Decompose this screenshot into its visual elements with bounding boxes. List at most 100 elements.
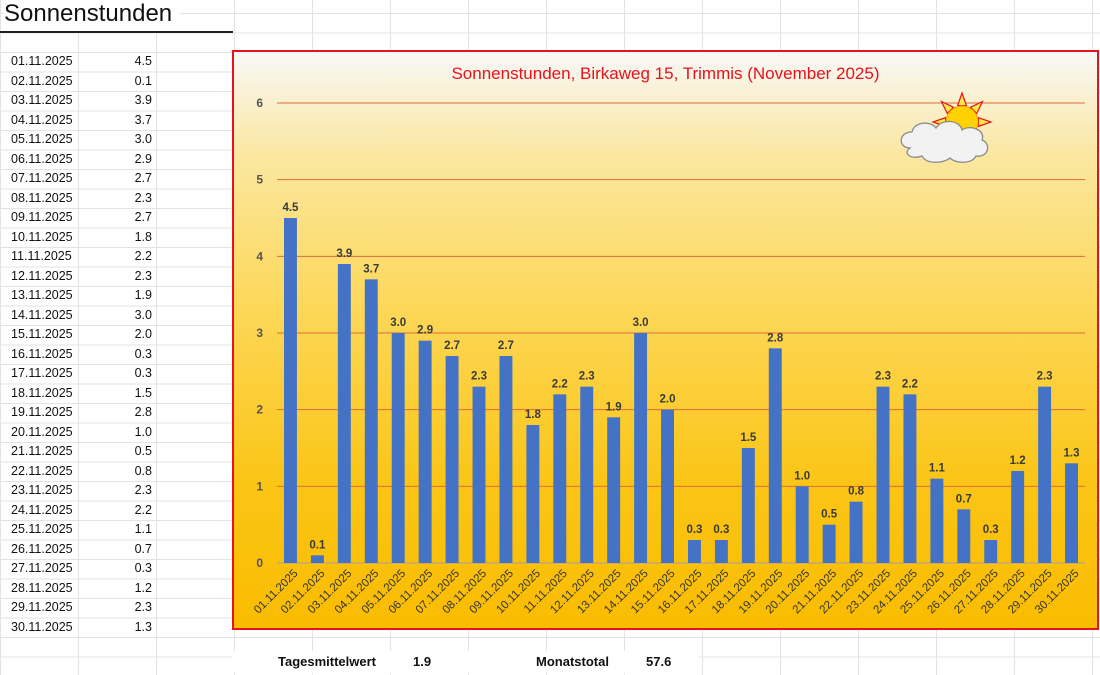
table-row[interactable]: 14.11.2025 3.0 xyxy=(0,306,156,326)
bar xyxy=(580,386,594,563)
table-row[interactable]: 28.11.2025 1.2 xyxy=(0,579,156,599)
data-label: 0.7 xyxy=(956,493,972,505)
table-row[interactable]: 08.11.2025 2.3 xyxy=(0,189,156,209)
table-row[interactable]: 19.11.2025 2.8 xyxy=(0,403,156,423)
table-row[interactable]: 15.11.2025 2.0 xyxy=(0,325,156,345)
date-cell[interactable]: 08.11.2025 xyxy=(11,190,73,205)
table-row[interactable]: 05.11.2025 3.0 xyxy=(0,130,156,150)
table-row[interactable]: 27.11.2025 0.3 xyxy=(0,559,156,579)
date-cell[interactable]: 26.11.2025 xyxy=(11,541,73,556)
date-cell[interactable]: 04.11.2025 xyxy=(11,112,73,127)
y-tick-label: 4 xyxy=(256,249,263,263)
date-cell[interactable]: 01.11.2025 xyxy=(11,54,73,68)
value-cell[interactable]: 0.7 xyxy=(134,541,152,556)
table-row[interactable]: 30.11.2025 1.3 xyxy=(0,618,156,638)
value-cell[interactable]: 0.3 xyxy=(134,366,152,380)
cloud xyxy=(900,120,989,163)
date-cell[interactable]: 29.11.2025 xyxy=(11,600,73,614)
value-cell[interactable]: 0.8 xyxy=(134,463,152,478)
date-cell[interactable]: 06.11.2025 xyxy=(11,151,73,166)
date-cell[interactable]: 15.11.2025 xyxy=(11,327,73,341)
bar xyxy=(499,356,513,563)
value-cell[interactable]: 3.7 xyxy=(134,112,152,127)
value-cell[interactable]: 2.3 xyxy=(134,190,152,205)
value-cell[interactable]: 2.3 xyxy=(134,600,152,614)
data-label: 0.3 xyxy=(983,524,999,536)
date-cell[interactable]: 23.11.2025 xyxy=(11,483,73,497)
value-cell[interactable]: 4.5 xyxy=(134,54,152,68)
date-cell[interactable]: 27.11.2025 xyxy=(11,561,73,575)
value-cell[interactable]: 1.9 xyxy=(134,288,152,302)
value-cell[interactable]: 3.0 xyxy=(134,132,152,146)
value-cell[interactable]: 2.9 xyxy=(134,151,152,166)
table-row[interactable]: 25.11.2025 1.1 xyxy=(0,520,156,540)
table-row[interactable]: 02.11.2025 0.1 xyxy=(0,72,156,92)
value-cell[interactable]: 1.3 xyxy=(134,619,152,634)
table-row[interactable]: 12.11.2025 2.3 xyxy=(0,267,156,287)
date-cell[interactable]: 09.11.2025 xyxy=(11,210,73,224)
table-row[interactable]: 10.11.2025 1.8 xyxy=(0,228,156,248)
table-row[interactable]: 04.11.2025 3.7 xyxy=(0,111,156,131)
data-label: 2.2 xyxy=(552,378,568,390)
date-cell[interactable]: 25.11.2025 xyxy=(11,522,73,536)
value-cell[interactable]: 2.8 xyxy=(134,405,152,419)
value-cell[interactable]: 0.5 xyxy=(134,444,152,458)
table-row[interactable]: 21.11.2025 0.5 xyxy=(0,442,156,462)
value-cell[interactable]: 2.7 xyxy=(134,210,152,224)
table-row[interactable]: 11.11.2025 2.2 xyxy=(0,247,156,267)
value-cell[interactable]: 2.7 xyxy=(134,171,152,185)
value-cell[interactable]: 3.9 xyxy=(134,93,152,107)
date-cell[interactable]: 24.11.2025 xyxy=(11,502,73,517)
value-cell[interactable]: 1.8 xyxy=(134,229,152,244)
date-cell[interactable]: 13.11.2025 xyxy=(11,288,73,302)
table-row[interactable]: 26.11.2025 0.7 xyxy=(0,540,156,560)
date-cell[interactable]: 03.11.2025 xyxy=(11,93,73,107)
value-cell[interactable]: 0.1 xyxy=(134,73,152,88)
date-cell[interactable]: 22.11.2025 xyxy=(11,463,73,478)
table-row[interactable]: 09.11.2025 2.7 xyxy=(0,208,156,228)
table-row[interactable]: 18.11.2025 1.5 xyxy=(0,384,156,404)
date-cell[interactable]: 19.11.2025 xyxy=(11,405,73,419)
table-row[interactable]: 20.11.2025 1.0 xyxy=(0,423,156,443)
value-cell[interactable]: 0.3 xyxy=(134,561,152,575)
date-cell[interactable]: 07.11.2025 xyxy=(11,171,73,185)
date-cell[interactable]: 10.11.2025 xyxy=(11,229,73,244)
date-cell[interactable]: 21.11.2025 xyxy=(11,444,73,458)
value-cell[interactable]: 2.2 xyxy=(134,502,152,517)
date-cell[interactable]: 14.11.2025 xyxy=(11,307,73,322)
table-row[interactable]: 24.11.2025 2.2 xyxy=(0,501,156,521)
date-cell[interactable]: 18.11.2025 xyxy=(11,385,73,400)
table-row[interactable]: 16.11.2025 0.3 xyxy=(0,345,156,365)
table-row[interactable]: 23.11.2025 2.3 xyxy=(0,481,156,501)
value-cell[interactable]: 2.3 xyxy=(134,483,152,497)
table-row[interactable]: 06.11.2025 2.9 xyxy=(0,150,156,170)
table-row[interactable]: 01.11.2025 4.5 xyxy=(0,52,156,72)
chart-frame[interactable]: Sonnenstunden, Birkaweg 15, Trimmis (Nov… xyxy=(232,50,1099,630)
date-cell[interactable]: 17.11.2025 xyxy=(11,366,73,380)
date-cell[interactable]: 05.11.2025 xyxy=(11,132,73,146)
table-row[interactable]: 17.11.2025 0.3 xyxy=(0,364,156,384)
value-cell[interactable]: 1.2 xyxy=(134,580,152,595)
value-cell[interactable]: 2.3 xyxy=(134,268,152,283)
value-cell[interactable]: 2.2 xyxy=(134,249,152,263)
value-cell[interactable]: 1.1 xyxy=(134,522,152,536)
table-row[interactable]: 29.11.2025 2.3 xyxy=(0,598,156,618)
value-cell[interactable]: 2.0 xyxy=(134,327,152,341)
table-row[interactable]: 13.11.2025 1.9 xyxy=(0,286,156,306)
value-cell[interactable]: 1.0 xyxy=(134,424,152,439)
date-cell[interactable]: 20.11.2025 xyxy=(11,424,73,439)
bar xyxy=(768,348,782,563)
date-cell[interactable]: 02.11.2025 xyxy=(11,73,73,88)
date-cell[interactable]: 11.11.2025 xyxy=(11,249,72,263)
value-cell[interactable]: 1.5 xyxy=(134,385,152,400)
date-cell[interactable]: 30.11.2025 xyxy=(11,619,73,634)
data-label: 2.7 xyxy=(498,340,514,352)
date-cell[interactable]: 16.11.2025 xyxy=(11,346,73,361)
table-row[interactable]: 22.11.2025 0.8 xyxy=(0,462,156,482)
date-cell[interactable]: 28.11.2025 xyxy=(11,580,73,595)
table-row[interactable]: 03.11.2025 3.9 xyxy=(0,91,156,111)
value-cell[interactable]: 3.0 xyxy=(134,307,152,322)
date-cell[interactable]: 12.11.2025 xyxy=(11,268,73,283)
table-row[interactable]: 07.11.2025 2.7 xyxy=(0,169,156,189)
value-cell[interactable]: 0.3 xyxy=(134,346,152,361)
